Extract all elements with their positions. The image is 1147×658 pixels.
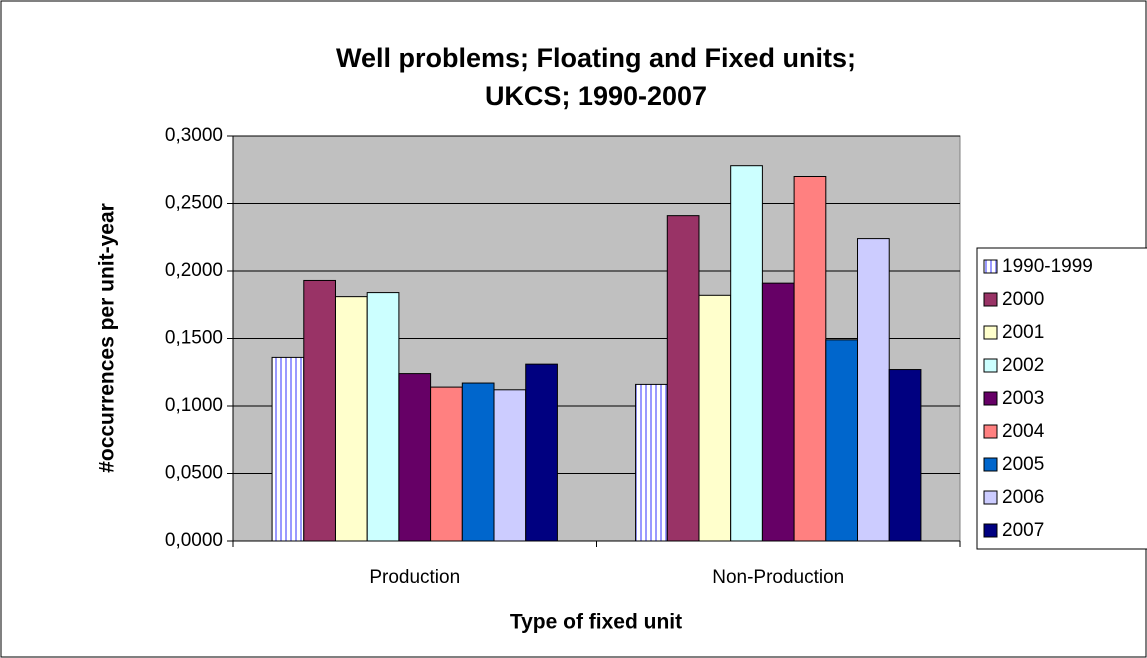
legend-label: 2001 [1002, 322, 1044, 343]
legend [976, 247, 1147, 550]
legend-label: 2004 [1002, 421, 1045, 442]
legend-label: 2007 [1002, 520, 1044, 541]
bar [761, 282, 795, 542]
legend-label: 2002 [1002, 355, 1044, 376]
y-tick-label: 0,3000 [165, 125, 223, 146]
bar [461, 382, 495, 542]
legend-swatch [983, 325, 998, 340]
y-axis-title: #occurrences per unit-year [96, 203, 119, 473]
bar [303, 279, 336, 542]
y-tick-label: 0,0500 [165, 463, 223, 484]
y-tick-label: 0,2000 [165, 260, 223, 281]
chart-title: Well problems; Floating and Fixed units; [336, 43, 856, 73]
x-axis-title: Type of fixed unit [510, 611, 682, 634]
legend-swatch [983, 259, 998, 274]
legend-swatch [983, 391, 998, 406]
y-tick-label: 0,1500 [165, 328, 223, 349]
bar [271, 356, 305, 542]
bar [730, 165, 763, 542]
legend-label: 2005 [1002, 454, 1044, 475]
bar [825, 339, 859, 542]
legend-label: 1990-1999 [1002, 256, 1093, 277]
bar [666, 215, 700, 542]
chart-title: UKCS; 1990-2007 [485, 81, 707, 111]
bar [366, 292, 400, 542]
legend-swatch [983, 457, 998, 472]
y-tick-label: 0,2500 [165, 193, 223, 214]
x-tick-label: Production [369, 567, 460, 588]
legend-label: 2006 [1002, 487, 1044, 508]
legend-swatch [983, 490, 998, 505]
bar [698, 294, 732, 542]
bar [888, 369, 922, 542]
bar [857, 238, 890, 542]
legend-label: 2000 [1002, 289, 1044, 310]
y-tick-label: 0,0000 [165, 530, 223, 551]
legend-swatch [983, 424, 998, 439]
legend-label: 2003 [1002, 388, 1044, 409]
y-tick-label: 0,1000 [165, 395, 223, 416]
bar [430, 386, 463, 542]
x-tick-label: Non-Production [712, 567, 844, 588]
bar [334, 296, 368, 542]
bar [635, 383, 668, 542]
legend-swatch [983, 292, 998, 307]
bar [493, 389, 527, 542]
legend-swatch [983, 523, 998, 538]
legend-swatch [983, 358, 998, 373]
bar [525, 363, 558, 542]
bar [398, 373, 432, 542]
bar [793, 176, 827, 542]
